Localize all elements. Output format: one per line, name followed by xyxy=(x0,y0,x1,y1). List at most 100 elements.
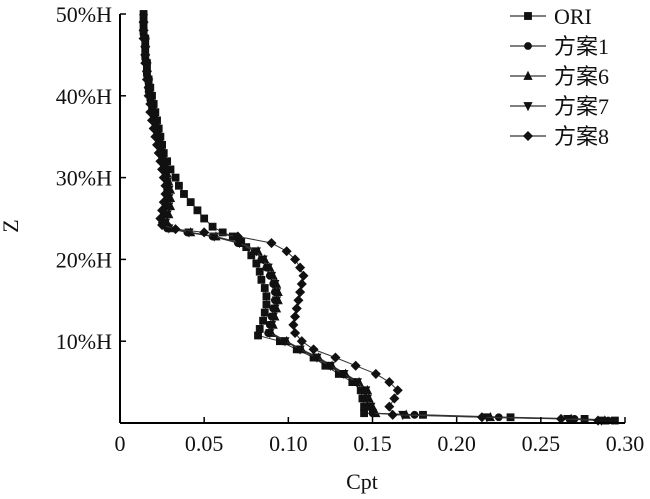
data-point xyxy=(140,41,151,52)
data-point xyxy=(258,255,268,265)
data-point xyxy=(146,115,158,126)
data-point xyxy=(593,415,604,426)
x-tick-label: 0.15 xyxy=(353,431,392,456)
data-point xyxy=(153,148,164,159)
data-point xyxy=(387,409,398,420)
data-point xyxy=(295,345,305,355)
legend-marker xyxy=(524,12,532,20)
data-point xyxy=(271,288,282,298)
data-point xyxy=(209,232,219,242)
data-point xyxy=(232,231,243,242)
data-point xyxy=(260,308,269,317)
legend-label: 方案8 xyxy=(554,124,609,149)
data-point xyxy=(254,331,262,340)
data-point xyxy=(145,107,156,118)
data-point xyxy=(138,17,149,28)
series-line xyxy=(143,18,605,421)
data-point xyxy=(296,278,307,289)
data-point xyxy=(266,271,277,282)
y-axis-title: Z xyxy=(0,219,23,232)
legend-marker xyxy=(522,130,534,142)
legend-item: 方案8 xyxy=(510,124,609,149)
series-4 xyxy=(138,17,604,426)
legend-item: 方案7 xyxy=(510,94,609,119)
legend-item: ORI xyxy=(510,4,592,29)
data-point xyxy=(360,409,368,418)
series-line xyxy=(143,14,615,421)
y-tick-label: 10%H xyxy=(56,329,112,354)
data-point xyxy=(143,90,154,101)
data-point xyxy=(260,284,269,292)
x-tick-label: 0.10 xyxy=(269,431,308,456)
data-point xyxy=(140,58,151,69)
data-point xyxy=(155,156,166,167)
data-point xyxy=(389,393,400,404)
series-0 xyxy=(139,10,619,425)
data-point xyxy=(298,270,309,281)
legend-label: 方案7 xyxy=(554,94,609,119)
data-point xyxy=(280,337,290,347)
data-point xyxy=(392,385,403,396)
data-point xyxy=(262,292,271,301)
data-point xyxy=(255,267,264,276)
data-point xyxy=(339,370,349,380)
data-point xyxy=(160,180,171,191)
data-point xyxy=(141,74,152,85)
data-point xyxy=(259,316,267,325)
data-point xyxy=(171,173,180,182)
legend-item: 方案6 xyxy=(510,64,609,89)
series-line xyxy=(143,22,599,421)
data-point xyxy=(268,312,278,322)
data-point xyxy=(270,280,280,290)
y-tick-label: 40%H xyxy=(56,84,112,109)
data-point xyxy=(290,254,301,265)
data-point xyxy=(143,82,154,93)
data-point xyxy=(295,262,306,273)
data-point xyxy=(186,198,195,207)
data-point xyxy=(370,368,381,379)
data-point xyxy=(175,181,183,190)
data-point xyxy=(252,259,261,268)
data-point xyxy=(288,319,299,330)
x-tick-label: 0.05 xyxy=(185,431,224,456)
series-2 xyxy=(138,12,610,425)
data-point xyxy=(150,131,161,142)
series-line xyxy=(143,18,609,421)
y-tick-label: 50%H xyxy=(56,2,112,27)
data-point xyxy=(265,329,275,339)
legend-label: 方案1 xyxy=(554,34,609,59)
y-tick-label: 30%H xyxy=(56,166,112,191)
data-point xyxy=(148,123,159,134)
data-point xyxy=(158,172,169,183)
data-point xyxy=(255,325,264,333)
x-ticks: 0 0.05 0.10 0.15 0.20 0.25 0.30 xyxy=(115,417,644,456)
series-layer xyxy=(138,10,619,426)
data-point xyxy=(145,98,156,110)
data-point xyxy=(281,246,292,257)
legend-label: 方案6 xyxy=(554,64,609,89)
y-tick-label: 20%H xyxy=(56,247,112,272)
data-point xyxy=(361,386,371,396)
data-point xyxy=(367,409,378,419)
data-point xyxy=(208,222,217,231)
data-point xyxy=(257,275,266,284)
data-point xyxy=(330,352,341,363)
data-point xyxy=(138,33,149,44)
series-line xyxy=(143,18,602,421)
data-point xyxy=(141,66,152,77)
data-point xyxy=(312,353,322,363)
x-axis-title: Cpt xyxy=(346,469,378,494)
data-point xyxy=(296,336,307,347)
data-point xyxy=(170,224,181,235)
data-point xyxy=(180,190,188,198)
data-point xyxy=(352,378,362,388)
data-point xyxy=(295,287,306,298)
data-point xyxy=(251,247,261,257)
legend-item: 方案1 xyxy=(510,34,609,59)
data-point xyxy=(350,360,361,371)
data-point xyxy=(291,303,302,314)
data-point xyxy=(293,295,304,306)
data-point xyxy=(325,361,336,372)
data-point xyxy=(362,394,373,404)
